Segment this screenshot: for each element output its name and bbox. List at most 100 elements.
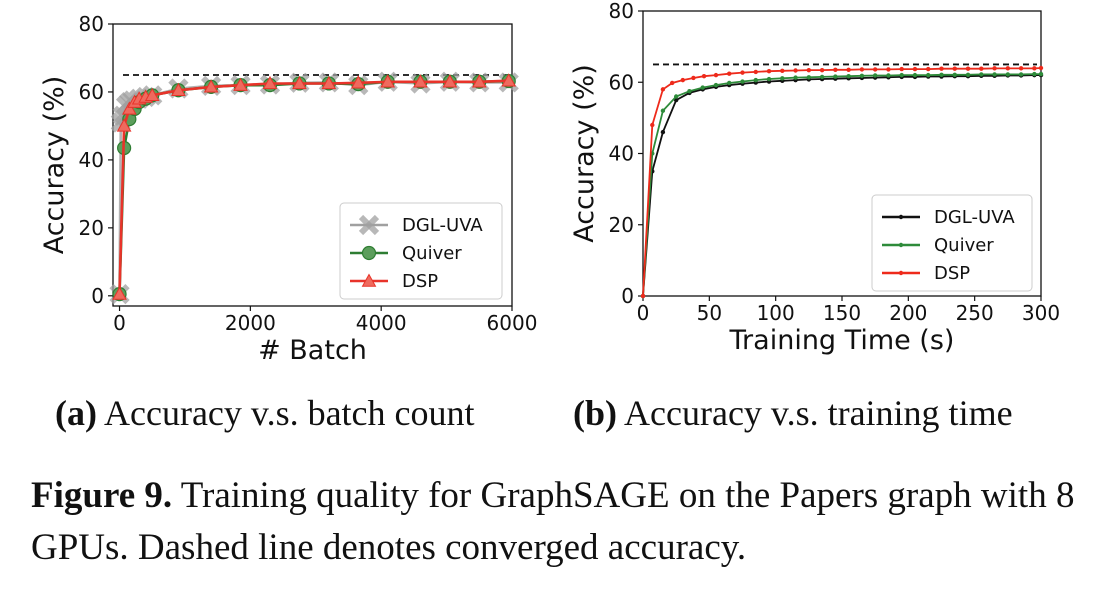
chart-b-data-point bbox=[952, 66, 957, 71]
chart-b-training-time: 0 20 40 60 80 0 50 100 150 200 250 300 Training Time… bbox=[569, 0, 1060, 356]
chart-b-data-point bbox=[979, 72, 984, 77]
chart-a-data-point bbox=[144, 87, 160, 102]
chart-b-xtick-label: 50 bbox=[697, 301, 722, 325]
chart-b-data-point bbox=[701, 73, 707, 79]
chart-a-legend-label: DGL-UVA bbox=[402, 215, 483, 236]
chart-b-legend-box bbox=[871, 194, 1033, 292]
chart-a-ytick-label: 0 bbox=[91, 284, 104, 308]
chart-a-legend-entry: DGL-UVA bbox=[350, 214, 483, 236]
chart-a-plot-frame bbox=[112, 23, 513, 307]
chart-b-legend-marker bbox=[898, 270, 904, 276]
chart-b-data-point bbox=[1038, 65, 1044, 71]
chart-a-legend-label: DSP bbox=[402, 271, 438, 292]
chart-b-data-point bbox=[740, 70, 745, 75]
chart-a-data-point bbox=[262, 75, 278, 90]
chart-a-data-point bbox=[233, 77, 248, 91]
figure-caption-label: Figure 9. bbox=[31, 475, 173, 516]
chart-b-data-point bbox=[673, 94, 679, 99]
chart-b-data-point bbox=[660, 87, 666, 92]
chart-a-legend: DGL-UVA Quiver DSP bbox=[339, 202, 503, 300]
chart-b-data-point bbox=[660, 129, 666, 135]
chart-b-data-point bbox=[939, 72, 944, 77]
chart-b-data-point bbox=[691, 75, 696, 81]
subfigure-text-b: Accuracy v.s. training time bbox=[624, 393, 1013, 433]
chart-b-legend-marker bbox=[898, 214, 904, 220]
chart-b-data-point bbox=[780, 76, 785, 81]
chart-b-data-point bbox=[952, 72, 957, 77]
chart-a-legend-marker bbox=[358, 214, 380, 236]
chart-b-legend-entry: Quiver bbox=[882, 235, 994, 256]
chart-a-ylabel: Accuracy (%) bbox=[39, 76, 70, 255]
chart-b-series-line bbox=[642, 74, 1041, 297]
chart-b-data-point bbox=[846, 67, 851, 72]
chart-b-data-point bbox=[793, 68, 798, 73]
chart-b-xtick-label: 250 bbox=[956, 301, 994, 325]
chart-b-legend: DGL-UVA Quiver DSP bbox=[871, 194, 1033, 292]
chart-a-data-point bbox=[171, 82, 186, 96]
chart-b-ytick-label: 40 bbox=[609, 142, 634, 166]
chart-b-data-point bbox=[846, 73, 851, 79]
chart-b-data-point bbox=[872, 73, 878, 78]
chart-b-xtick-label: 100 bbox=[757, 301, 795, 325]
chart-b-legend-entry: DSP bbox=[882, 263, 970, 284]
chart-b-data-point bbox=[780, 68, 785, 74]
chart-a-xtick-label: 0 bbox=[113, 311, 126, 335]
chart-a-legend-entry: Quiver bbox=[350, 243, 462, 264]
chart-b-ylabel: Accuracy (%) bbox=[569, 64, 600, 243]
chart-b-data-point bbox=[1032, 66, 1037, 71]
chart-b-data-point bbox=[713, 82, 719, 88]
chart-b-data-point bbox=[766, 76, 772, 82]
chart-a-series-dsp bbox=[112, 73, 517, 300]
chart-a-ytick-label: 80 bbox=[79, 12, 104, 36]
chart-a-legend-label: Quiver bbox=[402, 243, 462, 264]
chart-b-data-point bbox=[886, 73, 891, 78]
chart-a-xlabel: # Batch bbox=[258, 335, 367, 366]
chart-b-data-point bbox=[1005, 72, 1011, 77]
chart-b-xtick-label: 150 bbox=[823, 301, 861, 325]
chart-b-xlabel: Training Time (s) bbox=[729, 325, 955, 356]
chart-a-xtick-label: 4000 bbox=[356, 311, 407, 335]
chart-a-legend-marker bbox=[361, 273, 377, 287]
chart-b-data-point bbox=[669, 80, 675, 86]
chart-a-data-point bbox=[380, 74, 396, 88]
chart-b-legend-entry: DGL-UVA bbox=[882, 207, 1015, 228]
chart-a-data-point bbox=[203, 79, 219, 93]
chart-a-data-point bbox=[116, 118, 132, 132]
chart-b-series-dsp bbox=[640, 65, 1044, 299]
chart-b-data-point bbox=[1032, 71, 1037, 77]
chart-b-data-point bbox=[965, 66, 971, 71]
chart-b-data-point bbox=[727, 71, 732, 76]
chart-b-data-point bbox=[859, 67, 865, 72]
chart-b-data-point bbox=[899, 72, 904, 78]
chart-b-data-point bbox=[766, 69, 772, 74]
chart-b-ytick-label: 60 bbox=[609, 70, 634, 94]
chart-b-legend-label: DGL-UVA bbox=[934, 207, 1015, 228]
chart-b-data-point bbox=[819, 74, 825, 80]
chart-b-legend-label: Quiver bbox=[934, 235, 994, 256]
chart-a-data-point bbox=[321, 75, 337, 90]
chart-b-data-point bbox=[713, 72, 719, 78]
chart-a-data-point bbox=[442, 74, 458, 88]
chart-b-data-point bbox=[1018, 72, 1024, 77]
chart-b-data-point bbox=[793, 75, 798, 80]
chart-b-data-point bbox=[740, 79, 745, 84]
chart-b-data-point bbox=[687, 88, 692, 94]
chart-b-legend-marker bbox=[898, 242, 904, 248]
chart-b-data-point bbox=[680, 77, 685, 83]
chart-b-data-point bbox=[727, 80, 732, 86]
chart-a-data-point bbox=[471, 74, 487, 88]
chart-a-data-point bbox=[350, 75, 366, 89]
chart-a-xtick-label: 2000 bbox=[225, 311, 276, 335]
chart-b-data-point bbox=[806, 67, 812, 73]
subfigure-caption-b: (b) Accuracy v.s. training time bbox=[573, 392, 1013, 434]
chart-b-data-point bbox=[926, 72, 931, 78]
chart-b-data-point bbox=[899, 66, 904, 72]
chart-b-xtick-label: 300 bbox=[1022, 301, 1060, 325]
figure-caption-text: Training quality for GraphSAGE on the Pa… bbox=[31, 475, 1075, 568]
chart-b-data-point bbox=[912, 72, 918, 78]
chart-b-data-point bbox=[1038, 71, 1044, 77]
chart-b-ytick-label: 80 bbox=[609, 0, 634, 23]
chart-a-batch-count: 0 20 40 60 80 0 2000 4000 6000 # Batch Accuracy (%… bbox=[39, 12, 537, 366]
figure-caption: Figure 9. Training quality for GraphSAGE… bbox=[31, 470, 1091, 574]
chart-b-data-point bbox=[979, 66, 984, 71]
